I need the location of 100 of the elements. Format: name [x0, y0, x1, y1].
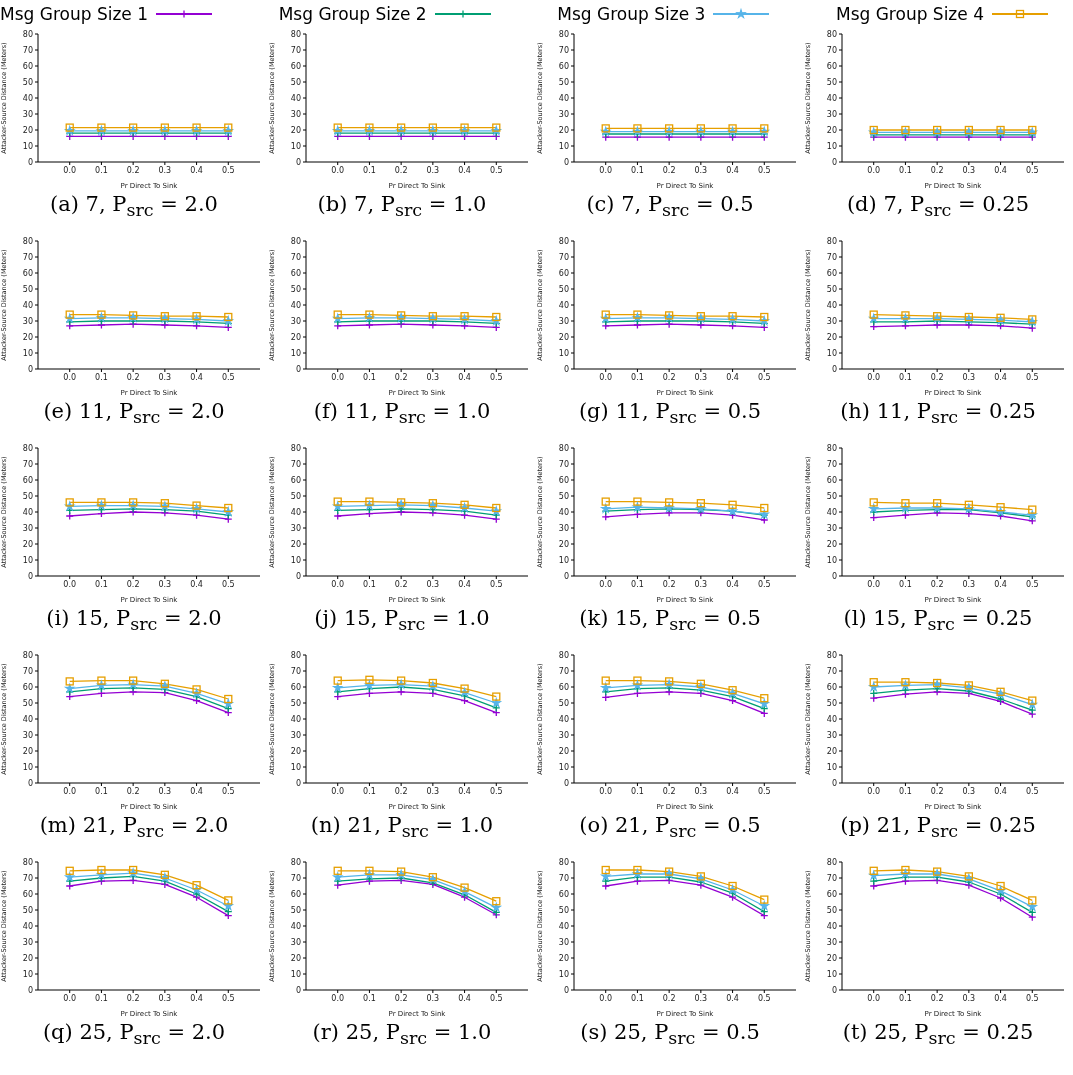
x-tick-label: 0.0 — [63, 786, 77, 796]
y-tick-label: 10 — [290, 141, 301, 151]
y-tick-label: 80 — [290, 236, 301, 246]
y-tick-label: 0 — [295, 571, 301, 581]
y-tick-label: 50 — [558, 77, 569, 87]
x-tick-label: 0.5 — [489, 165, 503, 175]
x-tick-label: 0.1 — [899, 786, 912, 796]
x-tick-label: 0.3 — [694, 993, 708, 1003]
y-tick-label: 0 — [295, 778, 301, 788]
y-tick-label: 40 — [290, 921, 301, 931]
y-tick-label: 10 — [290, 555, 301, 565]
x-tick-label: 0.2 — [394, 579, 408, 589]
y-tick-label: 40 — [826, 714, 837, 724]
x-tick-label: 0.3 — [694, 579, 708, 589]
y-tick-label: 20 — [826, 332, 837, 342]
text: (h) 11, P$_{src}$ = 0.25 — [839, 399, 1037, 428]
y-tick-label: 10 — [22, 141, 33, 151]
y-tick-label: 80 — [558, 650, 569, 660]
y-tick-label: 10 — [826, 555, 837, 565]
y-tick-label: 10 — [22, 348, 33, 358]
x-tick-label: 0.0 — [599, 579, 613, 589]
y-tick-label: 50 — [558, 284, 569, 294]
y-tick-label: 60 — [22, 61, 33, 71]
x-tick-label: 0.1 — [363, 372, 376, 382]
x-tick-label: 0.3 — [694, 165, 708, 175]
y-tick-label: 10 — [558, 348, 569, 358]
x-tick-label: 0.1 — [363, 579, 376, 589]
y-tick-label: 10 — [558, 555, 569, 565]
x-tick-label: 0.1 — [95, 993, 108, 1003]
y-tick-label: 70 — [22, 666, 33, 676]
y-tick-label: 0 — [295, 364, 301, 374]
x-tick-label: 0.4 — [994, 165, 1007, 175]
y-tick-label: 40 — [22, 921, 33, 931]
y-tick-label: 80 — [22, 29, 33, 39]
y-tick-label: 40 — [22, 300, 33, 310]
y-tick-label: 70 — [558, 252, 569, 262]
y-tick-label: 70 — [290, 45, 301, 55]
text: (s) 25, P$_{src}$ = 0.5 — [579, 1020, 761, 1049]
x-tick-label: 0.1 — [631, 993, 644, 1003]
legend-label: Msg Group Size 4 — [835, 4, 984, 24]
y-tick-label: 0 — [831, 778, 837, 788]
x-tick-label: 0.0 — [867, 993, 881, 1003]
x-tick-label: 0.5 — [757, 579, 771, 589]
y-tick-label: 20 — [558, 332, 569, 342]
x-tick-label: 0.5 — [489, 372, 503, 382]
x-tick-label: 0.2 — [930, 372, 944, 382]
x-tick-label: 0.5 — [489, 786, 503, 796]
y-tick-label: 30 — [22, 523, 33, 533]
x-tick-label: 0.2 — [930, 579, 944, 589]
y-tick-label: 10 — [558, 969, 569, 979]
x-tick-label: 0.1 — [631, 579, 644, 589]
text: (p) 21, P$_{src}$ = 0.25 — [839, 813, 1037, 842]
y-tick-label: 30 — [22, 730, 33, 740]
y-tick-label: 10 — [826, 141, 837, 151]
y-tick-label: 50 — [826, 698, 837, 708]
x-tick-label: 0.1 — [631, 372, 644, 382]
y-tick-label: 60 — [558, 475, 569, 485]
y-tick-label: 0 — [295, 157, 301, 167]
y-tick-label: 70 — [290, 666, 301, 676]
x-tick-label: 0.2 — [394, 993, 408, 1003]
x-tick-label: 0.1 — [899, 372, 912, 382]
y-tick-label: 60 — [290, 889, 301, 899]
x-tick-label: 0.1 — [95, 165, 108, 175]
y-tick-label: 20 — [826, 539, 837, 549]
y-tick-label: 0 — [563, 157, 569, 167]
y-tick-label: 0 — [831, 157, 837, 167]
y-tick-label: 0 — [27, 778, 33, 788]
legend-label: Msg Group Size 2 — [278, 4, 427, 24]
text: (e) 11, P$_{src}$ = 2.0 — [42, 399, 226, 428]
y-tick-label: 50 — [826, 905, 837, 915]
y-tick-label: 40 — [826, 300, 837, 310]
y-tick-label: 20 — [22, 539, 33, 549]
x-tick-label: 0.3 — [694, 372, 708, 382]
x-tick-label: 0.5 — [1025, 165, 1039, 175]
y-tick-label: 30 — [826, 109, 837, 119]
y-tick-label: 30 — [826, 730, 837, 740]
y-tick-label: 40 — [826, 507, 837, 517]
x-tick-label: 0.4 — [458, 372, 471, 382]
y-tick-label: 20 — [290, 539, 301, 549]
x-tick-label: 0.5 — [489, 993, 503, 1003]
y-tick-label: 70 — [22, 873, 33, 883]
x-tick-label: 0.0 — [867, 579, 881, 589]
y-tick-label: 10 — [826, 762, 837, 772]
y-tick-label: 30 — [826, 523, 837, 533]
y-tick-label: 0 — [27, 571, 33, 581]
x-tick-label: 0.2 — [394, 165, 408, 175]
x-tick-label: 0.5 — [221, 993, 235, 1003]
y-tick-label: 40 — [558, 93, 569, 103]
x-tick-label: 0.4 — [726, 786, 739, 796]
x-tick-label: 0.1 — [899, 165, 912, 175]
y-tick-label: 40 — [290, 300, 301, 310]
y-tick-label: 40 — [558, 714, 569, 724]
y-tick-label: 70 — [826, 252, 837, 262]
x-tick-label: 0.2 — [126, 993, 140, 1003]
x-tick-label: 0.3 — [158, 372, 172, 382]
y-tick-label: 40 — [22, 93, 33, 103]
y-tick-label: 60 — [558, 889, 569, 899]
y-tick-label: 20 — [558, 746, 569, 756]
y-tick-label: 50 — [558, 491, 569, 501]
y-tick-label: 70 — [22, 45, 33, 55]
